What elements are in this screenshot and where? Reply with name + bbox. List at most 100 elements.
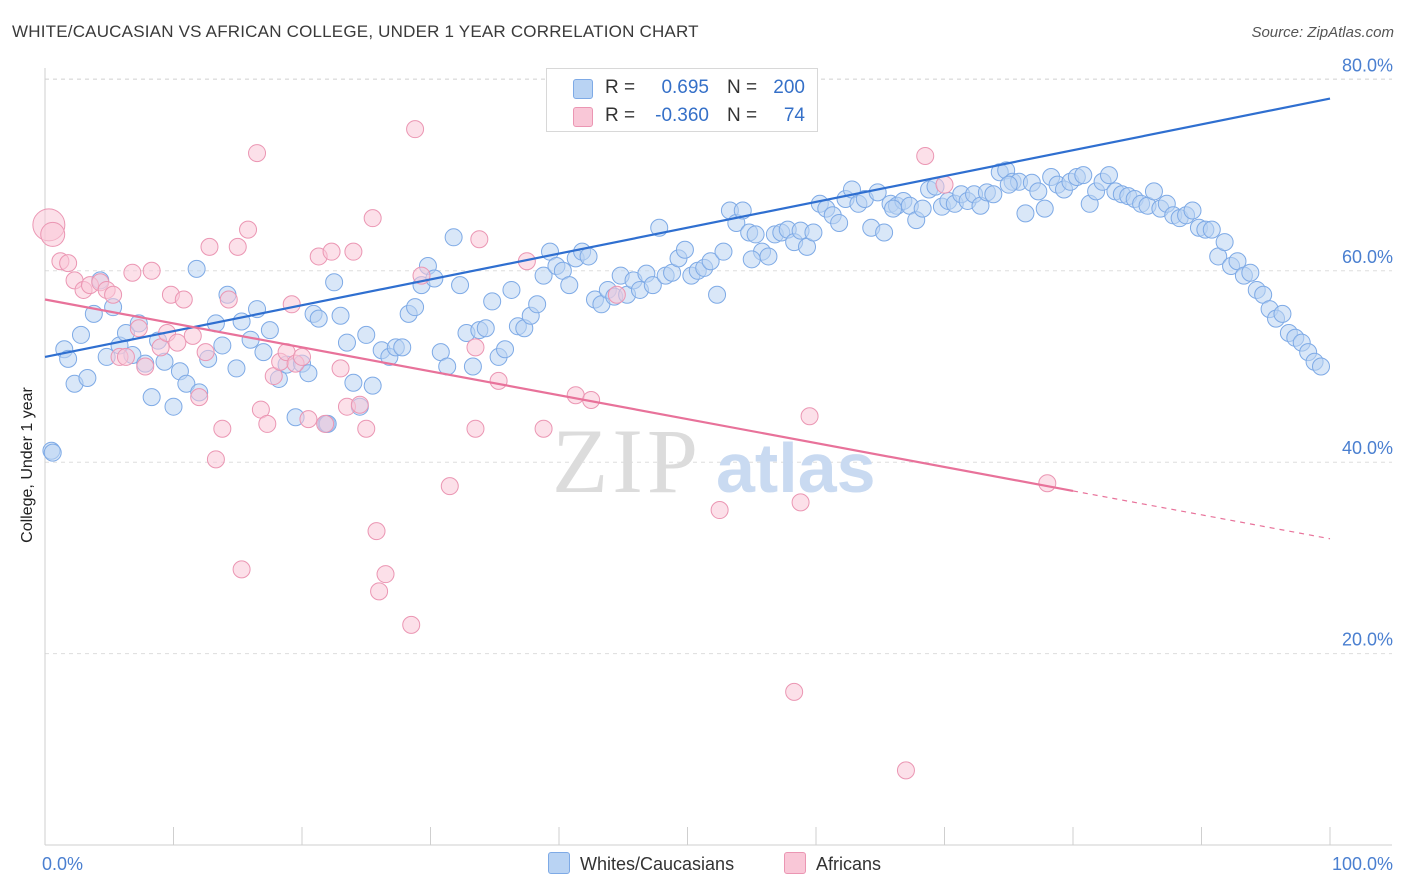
point-africans (406, 120, 425, 139)
legend-n-label: N = (727, 77, 758, 98)
legend-n-value: 200 (773, 77, 805, 98)
bottom-legend-label-africans: Africans (816, 854, 882, 874)
point-africans (376, 565, 395, 584)
y-tick-label: 40.0% (1342, 438, 1393, 458)
legend-n-value: 74 (783, 105, 805, 126)
point-africans (200, 237, 219, 256)
point-whites (254, 343, 273, 362)
point-whites (1144, 182, 1163, 201)
point-africans (206, 450, 225, 469)
point-whites (1074, 166, 1093, 185)
point-whites (999, 175, 1018, 194)
point-whites (187, 259, 206, 278)
point-africans (466, 419, 485, 438)
point-africans (293, 347, 311, 366)
point-whites (502, 280, 521, 299)
point-africans (258, 414, 277, 433)
point-africans (363, 209, 382, 228)
point-whites (483, 292, 502, 311)
point-whites (71, 325, 90, 344)
point-africans (183, 326, 202, 345)
point-whites (476, 319, 495, 338)
point-whites (884, 199, 903, 218)
point-africans (168, 333, 187, 352)
point-africans (219, 290, 238, 309)
tick-labels: 20.0% 40.0% 60.0% 80.0% 0.0% 100.0% (42, 55, 1393, 874)
point-africans (566, 386, 585, 405)
point-africans (282, 295, 301, 314)
point-africans (370, 582, 389, 601)
point-africans (322, 242, 341, 261)
point-whites (913, 199, 932, 218)
y-tick-label: 80.0% (1342, 55, 1393, 75)
bottom-legend-africans: Africans (784, 852, 881, 875)
trend-lines (44, 97, 1331, 540)
point-africans (123, 263, 142, 282)
point-whites (344, 373, 363, 392)
point-whites (560, 276, 579, 295)
point-africans (196, 343, 215, 362)
point-africans (104, 285, 123, 304)
point-whites (1202, 220, 1221, 239)
point-whites (78, 368, 97, 387)
bottom-legend-whites: Whites/Caucasians (548, 852, 734, 875)
point-africans (357, 419, 376, 438)
point-africans (1038, 474, 1057, 493)
point-africans (136, 357, 155, 376)
point-africans (367, 522, 386, 541)
legend-r-value: -0.360 (655, 105, 709, 126)
bottom-legend-swatch-whites (548, 852, 570, 874)
point-africans (440, 477, 459, 496)
y-tick-label: 60.0% (1342, 247, 1393, 267)
point-africans (800, 407, 819, 426)
point-whites (701, 252, 720, 271)
point-whites (534, 266, 553, 285)
point-whites (337, 333, 356, 352)
point-africans (466, 338, 485, 357)
point-whites (830, 213, 849, 232)
point-whites (299, 364, 318, 383)
point-whites (1183, 201, 1202, 220)
x-tick-label: 100.0% (1332, 854, 1393, 874)
point-whites (984, 185, 1003, 204)
point-africans (785, 682, 804, 701)
point-whites (1099, 166, 1118, 185)
point-whites (325, 273, 344, 292)
point-africans (129, 319, 148, 338)
point-whites (579, 247, 598, 266)
point-whites (1215, 233, 1234, 252)
y-tick-label: 20.0% (1342, 630, 1393, 650)
data-points (32, 120, 1331, 780)
point-whites (363, 376, 382, 395)
point-africans (607, 285, 626, 304)
legend-r-label: R = (605, 77, 636, 98)
point-whites (43, 443, 62, 462)
point-africans (331, 359, 350, 378)
source-credit: Source: ZipAtlas.com (1251, 24, 1394, 41)
legend-r-value: 0.695 (661, 77, 709, 98)
point-whites (1035, 199, 1054, 218)
bottom-legend-label-whites: Whites/Caucasians (580, 854, 735, 874)
trend-line-whites (44, 97, 1331, 359)
point-whites (804, 223, 823, 242)
point-africans (489, 371, 508, 390)
point-whites (406, 298, 425, 317)
point-africans (935, 175, 954, 194)
point-whites (357, 325, 376, 344)
legend-swatch-whites (573, 79, 593, 99)
legend-row-whites: R = 0.695 N = 200 (547, 73, 817, 101)
point-whites (1241, 263, 1260, 282)
point-africans (228, 237, 247, 256)
point-africans (402, 615, 421, 634)
point-whites (1273, 304, 1292, 323)
point-whites (742, 250, 761, 269)
point-whites (177, 374, 196, 393)
point-whites (213, 336, 232, 355)
point-africans (239, 220, 258, 239)
point-africans (213, 419, 232, 438)
point-africans (896, 761, 915, 780)
point-whites (331, 306, 350, 325)
trend-line-africans (44, 298, 1074, 492)
point-whites (164, 397, 183, 416)
legend-r-label: R = (605, 105, 636, 126)
